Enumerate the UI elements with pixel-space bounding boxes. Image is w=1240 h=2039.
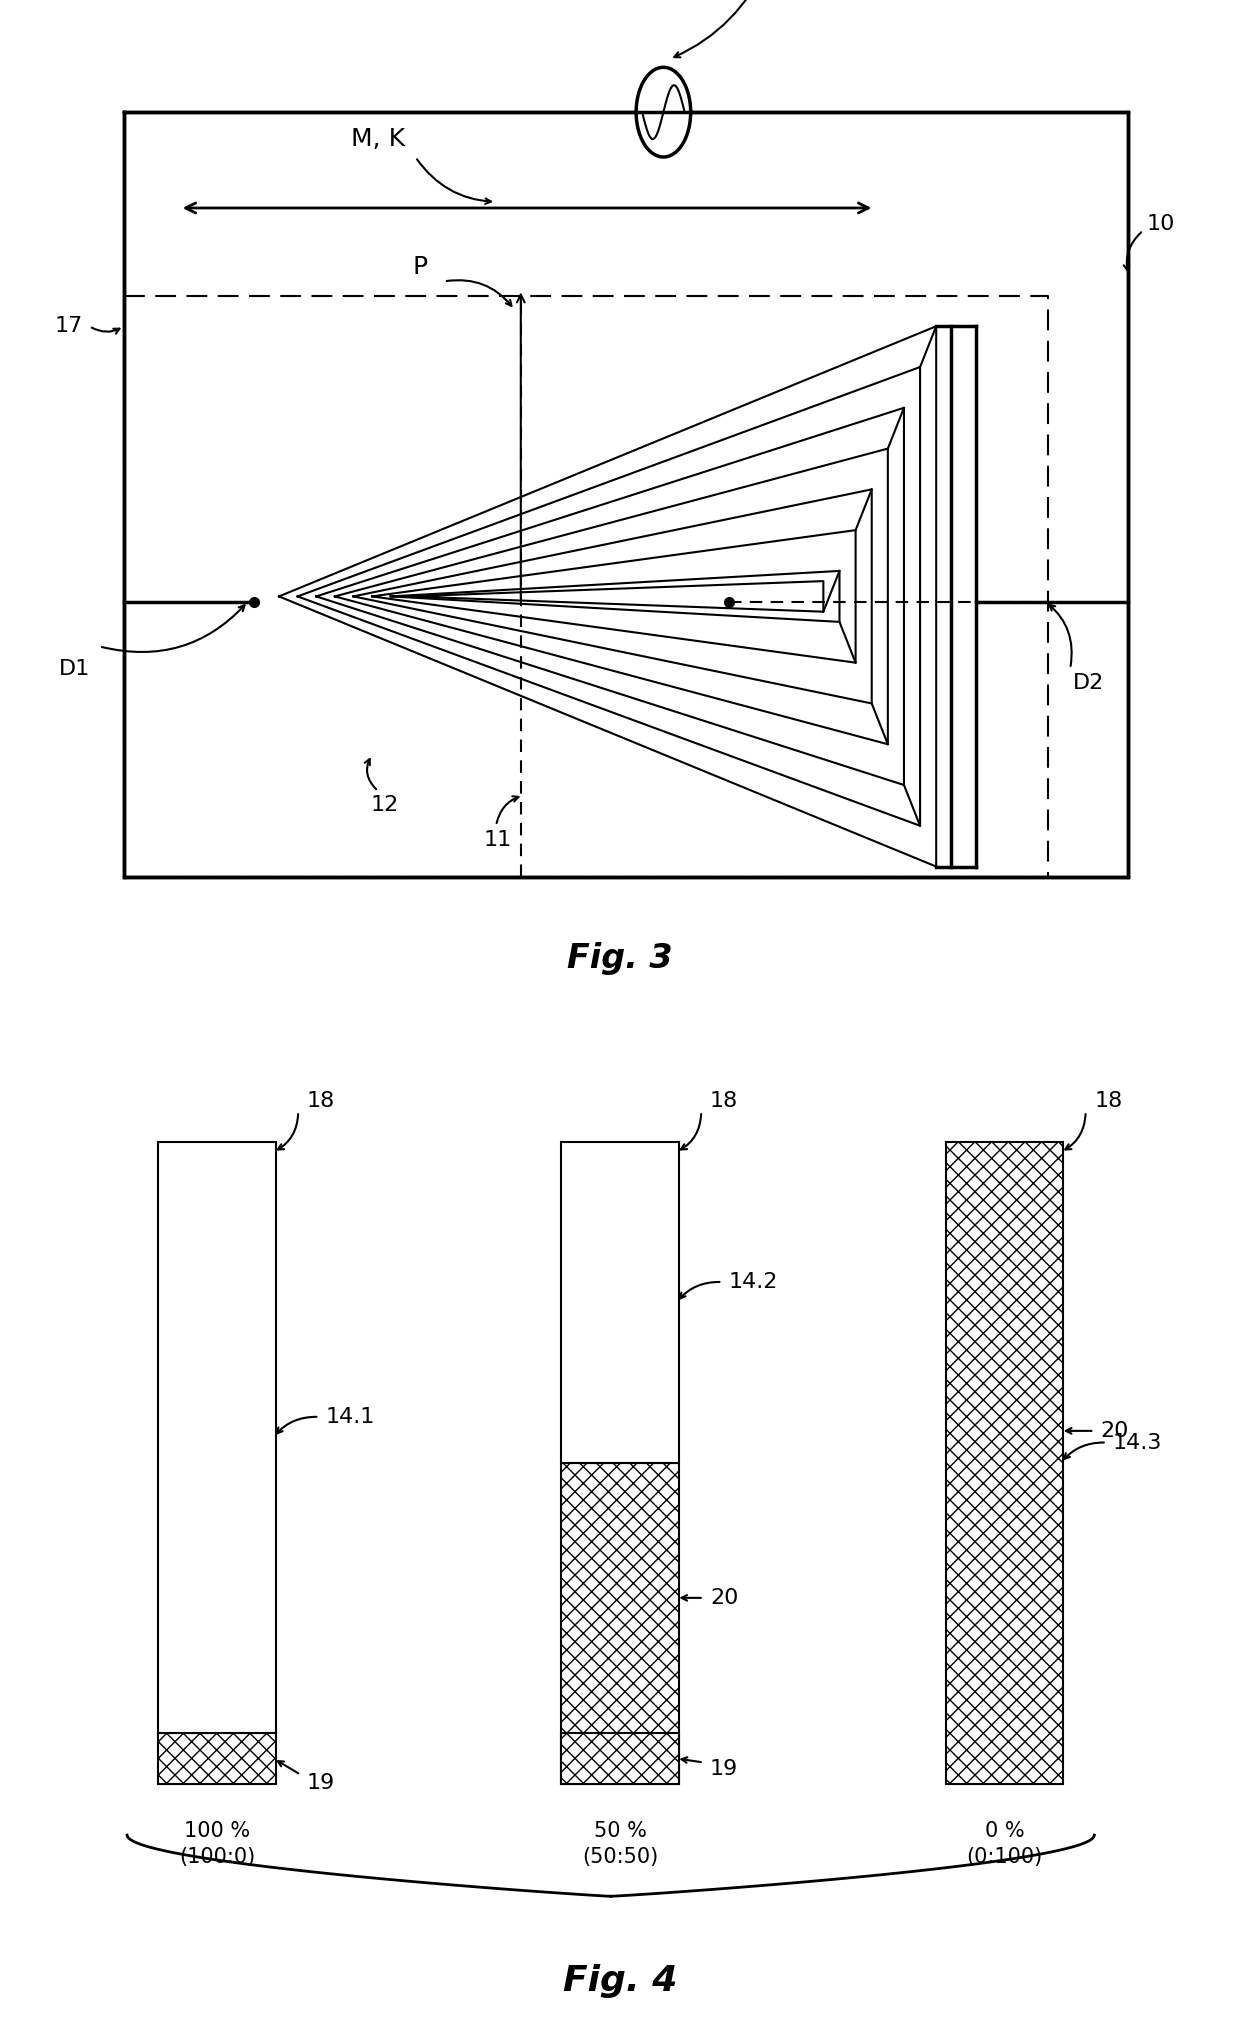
Text: 19: 19 <box>709 1758 738 1778</box>
Text: 17: 17 <box>55 316 82 336</box>
Text: Fig. 4: Fig. 4 <box>563 1964 677 1998</box>
Bar <box>560 1142 680 1464</box>
Text: 10: 10 <box>1147 214 1176 234</box>
Text: 12: 12 <box>371 795 398 816</box>
Text: 14.2: 14.2 <box>729 1272 777 1293</box>
Text: 19: 19 <box>306 1772 335 1792</box>
Text: Fig. 3: Fig. 3 <box>567 942 673 975</box>
Text: 20: 20 <box>709 1588 738 1609</box>
Text: 50 %
(50:50): 50 % (50:50) <box>582 1821 658 1868</box>
Text: M, K: M, K <box>351 126 405 151</box>
Text: 11: 11 <box>484 830 512 850</box>
Text: 18: 18 <box>709 1091 738 1111</box>
Text: 18: 18 <box>306 1091 335 1111</box>
Bar <box>560 1464 680 1784</box>
Text: 18: 18 <box>1095 1091 1122 1111</box>
Text: 14.1: 14.1 <box>325 1407 374 1427</box>
Text: D2: D2 <box>1073 673 1104 693</box>
Bar <box>946 1142 1064 1784</box>
Text: 14.3: 14.3 <box>1114 1433 1162 1452</box>
Text: D1: D1 <box>58 659 91 679</box>
Bar <box>159 1733 275 1784</box>
Text: 0 %
(0:100): 0 % (0:100) <box>966 1821 1043 1868</box>
Text: 100 %
(100:0): 100 % (100:0) <box>179 1821 255 1868</box>
Text: P: P <box>413 255 428 279</box>
Text: 20: 20 <box>1101 1421 1128 1442</box>
Bar <box>159 1142 275 1733</box>
Bar <box>560 1733 680 1784</box>
